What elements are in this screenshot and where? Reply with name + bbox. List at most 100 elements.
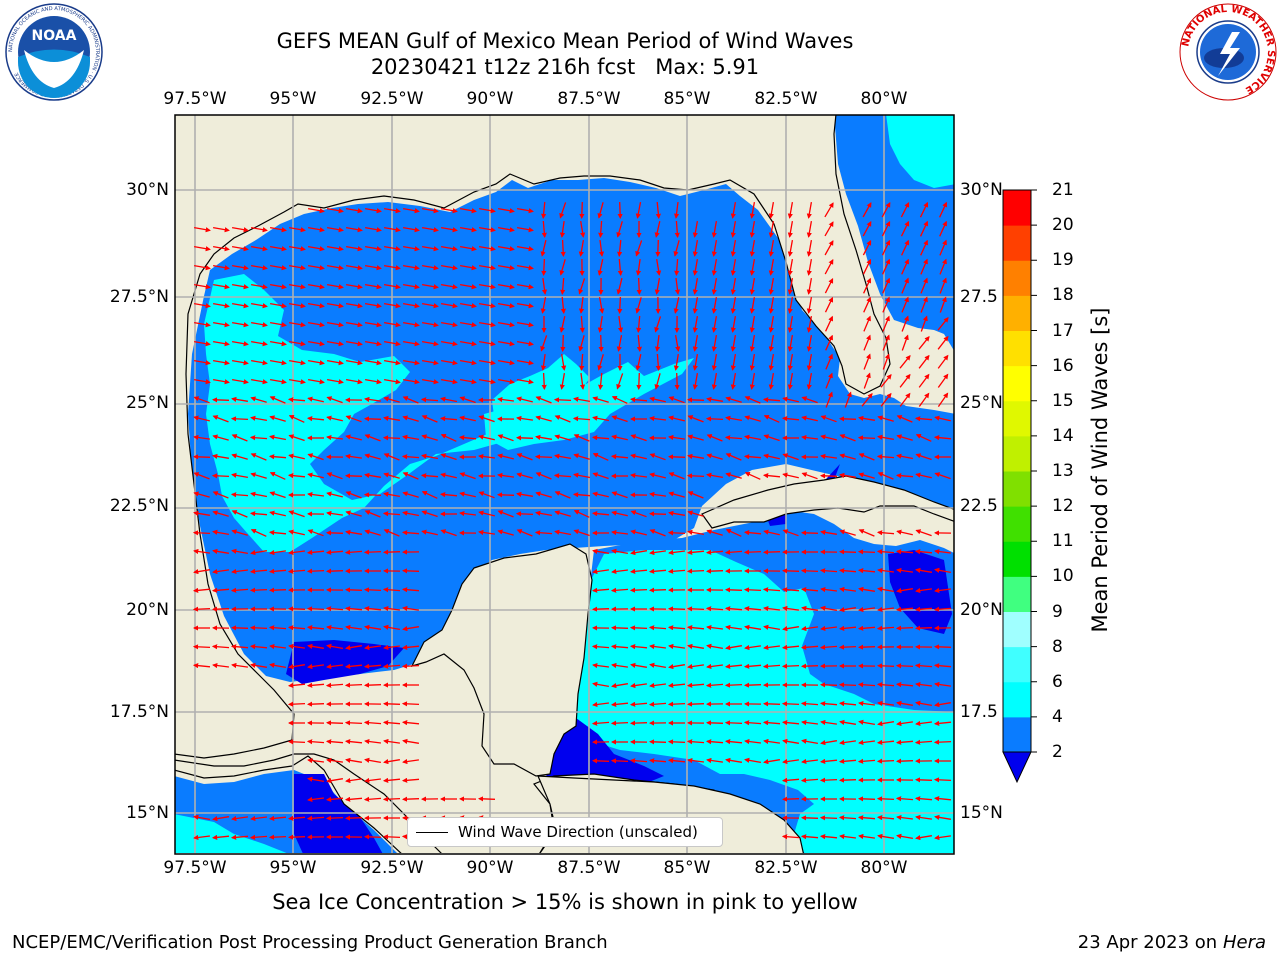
- wind-wave-arrow: [345, 491, 362, 499]
- wind-wave-arrow: [231, 378, 249, 385]
- wind-wave-arrow: [364, 644, 381, 651]
- wind-wave-arrow: [212, 491, 229, 499]
- wind-wave-arrow: [364, 340, 382, 347]
- wind-wave-arrow: [402, 340, 420, 347]
- wind-wave-arrow: [819, 758, 838, 764]
- colorbar-tick-label: 4: [1052, 706, 1063, 727]
- wind-wave-arrow: [667, 682, 686, 688]
- wind-wave-arrow: [806, 258, 813, 276]
- wind-wave-arrow: [617, 316, 624, 333]
- wind-wave-arrow: [706, 643, 724, 650]
- wind-wave-arrow: [553, 473, 572, 479]
- wind-wave-arrow: [937, 373, 949, 388]
- wind-wave-arrow: [915, 567, 933, 573]
- wind-wave-arrow: [269, 340, 287, 347]
- wind-wave-arrow: [231, 529, 248, 536]
- wind-wave-arrow: [934, 567, 952, 574]
- wind-wave-arrow: [610, 758, 629, 764]
- wind-wave-arrow: [901, 239, 910, 256]
- wind-wave-arrow: [364, 378, 382, 385]
- wind-wave-arrow: [364, 529, 381, 536]
- wind-wave-arrow: [364, 624, 382, 630]
- colorbar-tick-label: 14: [1052, 425, 1074, 446]
- wind-wave-arrow: [364, 453, 381, 460]
- wind-wave-arrow: [534, 454, 553, 460]
- wind-wave-arrow: [497, 472, 514, 479]
- wind-wave-arrow: [497, 529, 514, 536]
- wind-wave-arrow: [781, 416, 800, 422]
- wind-wave-arrow: [421, 415, 438, 423]
- wind-wave-arrow: [306, 606, 325, 612]
- wind-wave-arrow: [668, 396, 685, 404]
- wind-wave-arrow: [211, 587, 230, 593]
- wind-wave-arrow: [649, 529, 666, 537]
- wind-wave-arrow: [649, 396, 666, 403]
- wind-wave-arrow: [193, 415, 210, 422]
- wind-wave-arrow: [459, 378, 477, 385]
- wind-wave-arrow: [288, 226, 306, 233]
- wind-wave-arrow: [858, 415, 876, 421]
- mexico-land: [175, 115, 891, 759]
- wind-wave-arrow: [744, 738, 761, 745]
- wind-wave-arrow: [459, 340, 477, 347]
- wind-wave-arrow: [541, 220, 547, 239]
- wind-wave-arrow: [193, 378, 211, 385]
- wind-wave-arrow: [705, 549, 724, 555]
- wind-wave-arrow: [901, 258, 909, 275]
- wind-wave-arrow: [249, 625, 268, 631]
- wind-wave-arrow: [787, 201, 794, 219]
- wind-wave-arrow: [402, 207, 420, 214]
- wind-wave-arrow: [654, 316, 662, 333]
- wind-wave-arrow: [382, 777, 401, 783]
- wind-wave-arrow: [706, 624, 723, 631]
- wind-wave-arrow: [673, 202, 680, 219]
- wind-wave-arrow: [725, 645, 743, 651]
- wind-wave-arrow: [648, 568, 667, 574]
- wind-wave-arrow: [768, 372, 775, 390]
- wind-wave-arrow: [363, 796, 382, 802]
- wind-wave-arrow: [421, 245, 439, 252]
- wind-wave-arrow: [876, 758, 895, 764]
- wind-wave-arrow: [749, 315, 756, 333]
- wind-wave-arrow: [497, 207, 515, 214]
- colorbar-tick-label: 11: [1052, 531, 1074, 552]
- wind-wave-arrow: [839, 453, 856, 460]
- wind-wave-arrow: [364, 434, 381, 442]
- wind-wave-arrow: [876, 682, 895, 688]
- wind-wave-arrow: [725, 453, 742, 461]
- wind-wave-arrow: [345, 245, 363, 252]
- wind-wave-arrow: [230, 625, 249, 631]
- wind-wave-arrow: [230, 644, 249, 650]
- colorbar-tick-label: 19: [1052, 250, 1074, 271]
- wind-wave-arrow: [611, 434, 628, 441]
- lon-label-top-97-5w: 97.5°W: [163, 89, 227, 109]
- wind-wave-arrow: [857, 644, 876, 650]
- wind-wave-arrow: [711, 258, 718, 276]
- wind-wave-arrow: [591, 720, 610, 726]
- wind-wave-arrow: [307, 207, 325, 214]
- wind-wave-arrow: [345, 757, 363, 763]
- wind-wave-arrow: [801, 738, 819, 745]
- wind-wave-arrow: [540, 335, 548, 352]
- wind-wave-arrow: [516, 321, 534, 328]
- wind-wave-arrow: [895, 606, 914, 612]
- svg-text:NOAA: NOAA: [32, 28, 77, 44]
- wind-wave-arrow: [212, 568, 229, 575]
- wind-wave-arrow: [193, 510, 211, 516]
- wind-wave-arrow: [535, 396, 552, 404]
- wind-wave-arrow: [901, 315, 909, 332]
- wind-wave-arrow: [920, 258, 928, 275]
- wind-wave-arrow: [287, 625, 306, 631]
- colorbar-segment: [1003, 365, 1031, 402]
- wind-wave-arrow: [212, 359, 230, 366]
- wind-wave-arrow: [288, 340, 306, 347]
- wind-wave-arrow: [877, 415, 894, 422]
- wind-wave-arrow: [730, 315, 737, 333]
- wind-wave-arrow: [383, 283, 401, 290]
- wind-wave-arrow: [896, 814, 913, 821]
- wind-wave-arrow: [877, 721, 895, 727]
- wind-wave-arrow: [863, 372, 871, 389]
- wind-wave-arrow: [230, 416, 249, 422]
- wind-wave-arrow: [193, 226, 211, 233]
- wind-wave-arrow: [592, 662, 609, 669]
